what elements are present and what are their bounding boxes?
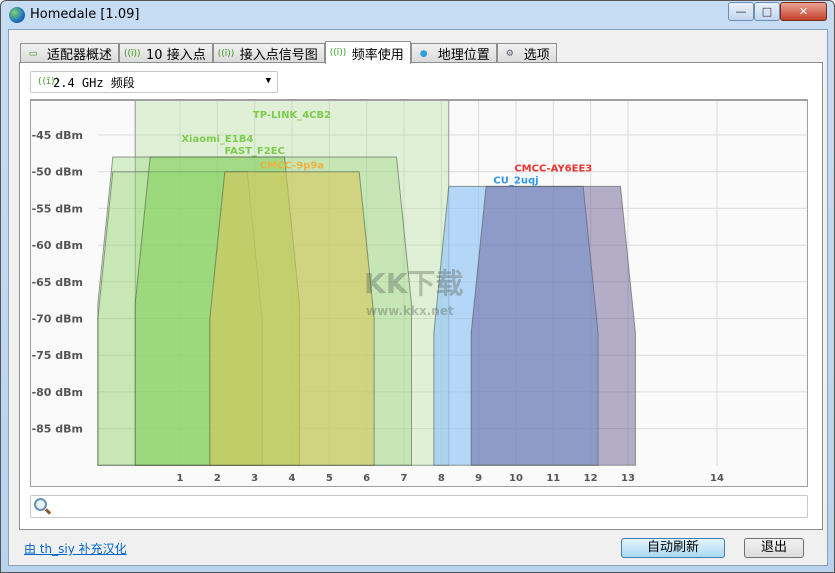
frequency-chart: -45 dBm -50 dBm -55 dBm -60 dBm -65 dBm -70 d… [30, 97, 808, 487]
network-label: Xiaomi_E1B4 [181, 134, 253, 145]
y-tick-label: -45 dBm [32, 129, 83, 142]
network-label: FAST_F2EC [224, 146, 284, 157]
x-tick-label: 3 [251, 473, 258, 484]
window-title: Homedale [1.09] [30, 7, 140, 22]
y-tick-label: -60 dBm [32, 239, 83, 252]
tab-label: 10 接入点 [146, 48, 206, 63]
y-tick-label: -85 dBm [32, 423, 83, 436]
credit-link[interactable]: 由 th_siy 补充汉化 [24, 542, 127, 556]
minimize-button[interactable]: — [728, 2, 754, 21]
antenna-icon: ((ĭ)) [217, 48, 235, 59]
x-tick-label: 1 [177, 473, 184, 484]
y-tick-label: -50 dBm [32, 166, 83, 179]
tab-label: 地理位置 [437, 48, 490, 63]
tab-2[interactable]: ((ĭ)) 接入点信号图 [212, 43, 325, 63]
x-tick-label: 10 [509, 473, 523, 484]
network-area [209, 171, 375, 466]
app-globe-icon [9, 7, 25, 23]
tab-label: 选项 [523, 48, 550, 63]
y-tick-label: -70 dBm [32, 313, 83, 326]
search-icon [34, 498, 47, 511]
x-tick-label: 5 [326, 473, 333, 484]
maximize-button[interactable]: □ [754, 2, 780, 21]
x-tick-label: 9 [475, 473, 482, 484]
band-select[interactable]: ((ĭ)) 2.4 GHz 频段 ▼ [30, 71, 278, 93]
client-area: ▭ 适配器概述 ((ĭ)) 10 接入点 ((ĭ)) 接入点信号图 ((ĭ)) 频率使用 ● 地理… [8, 29, 828, 566]
search-input[interactable] [30, 495, 808, 518]
watermark-url: www.kkx.net [366, 304, 454, 318]
x-tick-label: 4 [289, 473, 296, 484]
y-tick-label: -80 dBm [32, 386, 83, 399]
tab-3[interactable]: ((ĭ)) 频率使用 [324, 41, 411, 64]
antenna-icon: ((ĭ)) [37, 77, 60, 87]
auto-refresh-button[interactable]: 自动刷新 [621, 538, 725, 558]
network-label: CU_2uqj [493, 175, 538, 186]
tab-4[interactable]: ● 地理位置 [410, 43, 497, 63]
tab-1[interactable]: ((ĭ)) 10 接入点 [119, 43, 213, 63]
x-tick-label: 11 [546, 473, 560, 484]
tab-label: 适配器概述 [47, 48, 113, 63]
antenna-icon: ((ĭ)) [124, 48, 141, 59]
x-tick-label: 13 [621, 473, 635, 484]
chevron-down-icon: ▼ [265, 76, 271, 86]
network-label: CMCC-9p9a [260, 161, 324, 172]
x-tick-label: 2 [214, 473, 221, 484]
frequency-chart-svg: -45 dBm -50 dBm -55 dBm -60 dBm -65 dBm -70 d… [31, 97, 807, 484]
y-tick-label: -55 dBm [32, 202, 83, 215]
y-tick-label: -65 dBm [32, 276, 83, 289]
exit-button[interactable]: 退出 [744, 538, 804, 558]
y-tick-label: -75 dBm [32, 349, 83, 362]
tab-label: 接入点信号图 [239, 48, 318, 63]
antenna-icon: ((ĭ)) [329, 48, 347, 58]
tab-bar: ▭ 适配器概述 ((ĭ)) 10 接入点 ((ĭ)) 接入点信号图 ((ĭ)) 频率使用 ● 地理… [20, 41, 557, 64]
x-tick-label: 12 [584, 473, 598, 484]
band-select-value: 2.4 GHz 频段 [53, 75, 135, 90]
x-tick-label: 7 [400, 473, 407, 484]
frequency-usage-panel: ((ĭ)) 2.4 GHz 频段 ▼ -45 dBm -50 dBm -55 dBm… [19, 62, 823, 530]
watermark-logo: KK下载 [364, 267, 464, 300]
network-area [470, 185, 636, 466]
network-label: CMCC-AY6EE3 [514, 163, 592, 174]
adapter-icon: ▭ [28, 48, 38, 59]
x-tick-label: 6 [363, 473, 370, 484]
x-tick-label: 14 [710, 473, 724, 484]
tab-0[interactable]: ▭ 适配器概述 [20, 43, 120, 63]
x-tick-label: 8 [438, 473, 445, 484]
title-bar: Homedale [1.09] — □ ✕ [1, 1, 834, 29]
close-button[interactable]: ✕ [780, 2, 827, 21]
tab-label: 频率使用 [351, 47, 404, 63]
tab-5[interactable]: ⚙ 选项 [496, 43, 557, 63]
network-label: TP-LINK_4CB2 [253, 110, 331, 121]
map-pin-icon: ● [419, 48, 428, 59]
options-icon: ⚙ [505, 48, 514, 59]
